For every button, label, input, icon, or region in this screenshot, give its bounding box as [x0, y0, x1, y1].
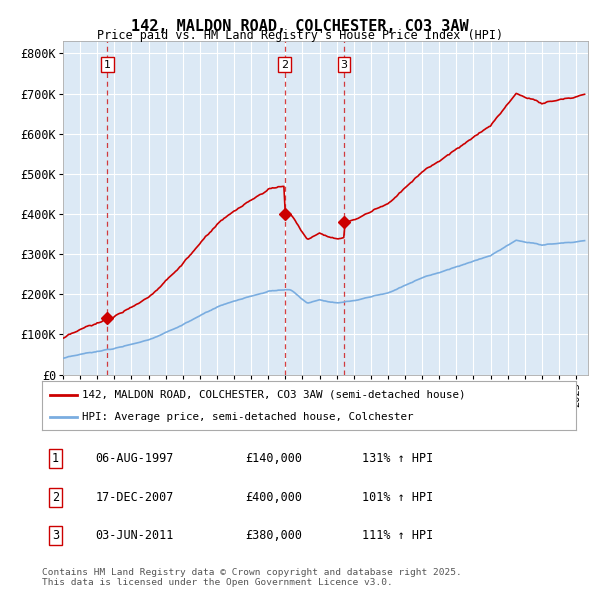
Text: 03-JUN-2011: 03-JUN-2011 [95, 529, 174, 542]
Text: 1: 1 [104, 60, 111, 70]
Text: HPI: Average price, semi-detached house, Colchester: HPI: Average price, semi-detached house,… [82, 412, 413, 422]
Text: £380,000: £380,000 [245, 529, 302, 542]
Text: 3: 3 [340, 60, 347, 70]
Text: 142, MALDON ROAD, COLCHESTER, CO3 3AW (semi-detached house): 142, MALDON ROAD, COLCHESTER, CO3 3AW (s… [82, 389, 466, 399]
Text: Contains HM Land Registry data © Crown copyright and database right 2025.
This d: Contains HM Land Registry data © Crown c… [42, 568, 462, 587]
Text: 2: 2 [281, 60, 288, 70]
Text: 111% ↑ HPI: 111% ↑ HPI [362, 529, 434, 542]
Text: 142, MALDON ROAD, COLCHESTER, CO3 3AW: 142, MALDON ROAD, COLCHESTER, CO3 3AW [131, 19, 469, 34]
Text: 2: 2 [52, 490, 59, 504]
Text: 06-AUG-1997: 06-AUG-1997 [95, 452, 174, 465]
Text: 3: 3 [52, 529, 59, 542]
Text: 101% ↑ HPI: 101% ↑ HPI [362, 490, 434, 504]
Text: £400,000: £400,000 [245, 490, 302, 504]
Text: £140,000: £140,000 [245, 452, 302, 465]
Text: Price paid vs. HM Land Registry's House Price Index (HPI): Price paid vs. HM Land Registry's House … [97, 30, 503, 42]
Text: 1: 1 [52, 452, 59, 465]
Text: 131% ↑ HPI: 131% ↑ HPI [362, 452, 434, 465]
Text: 17-DEC-2007: 17-DEC-2007 [95, 490, 174, 504]
